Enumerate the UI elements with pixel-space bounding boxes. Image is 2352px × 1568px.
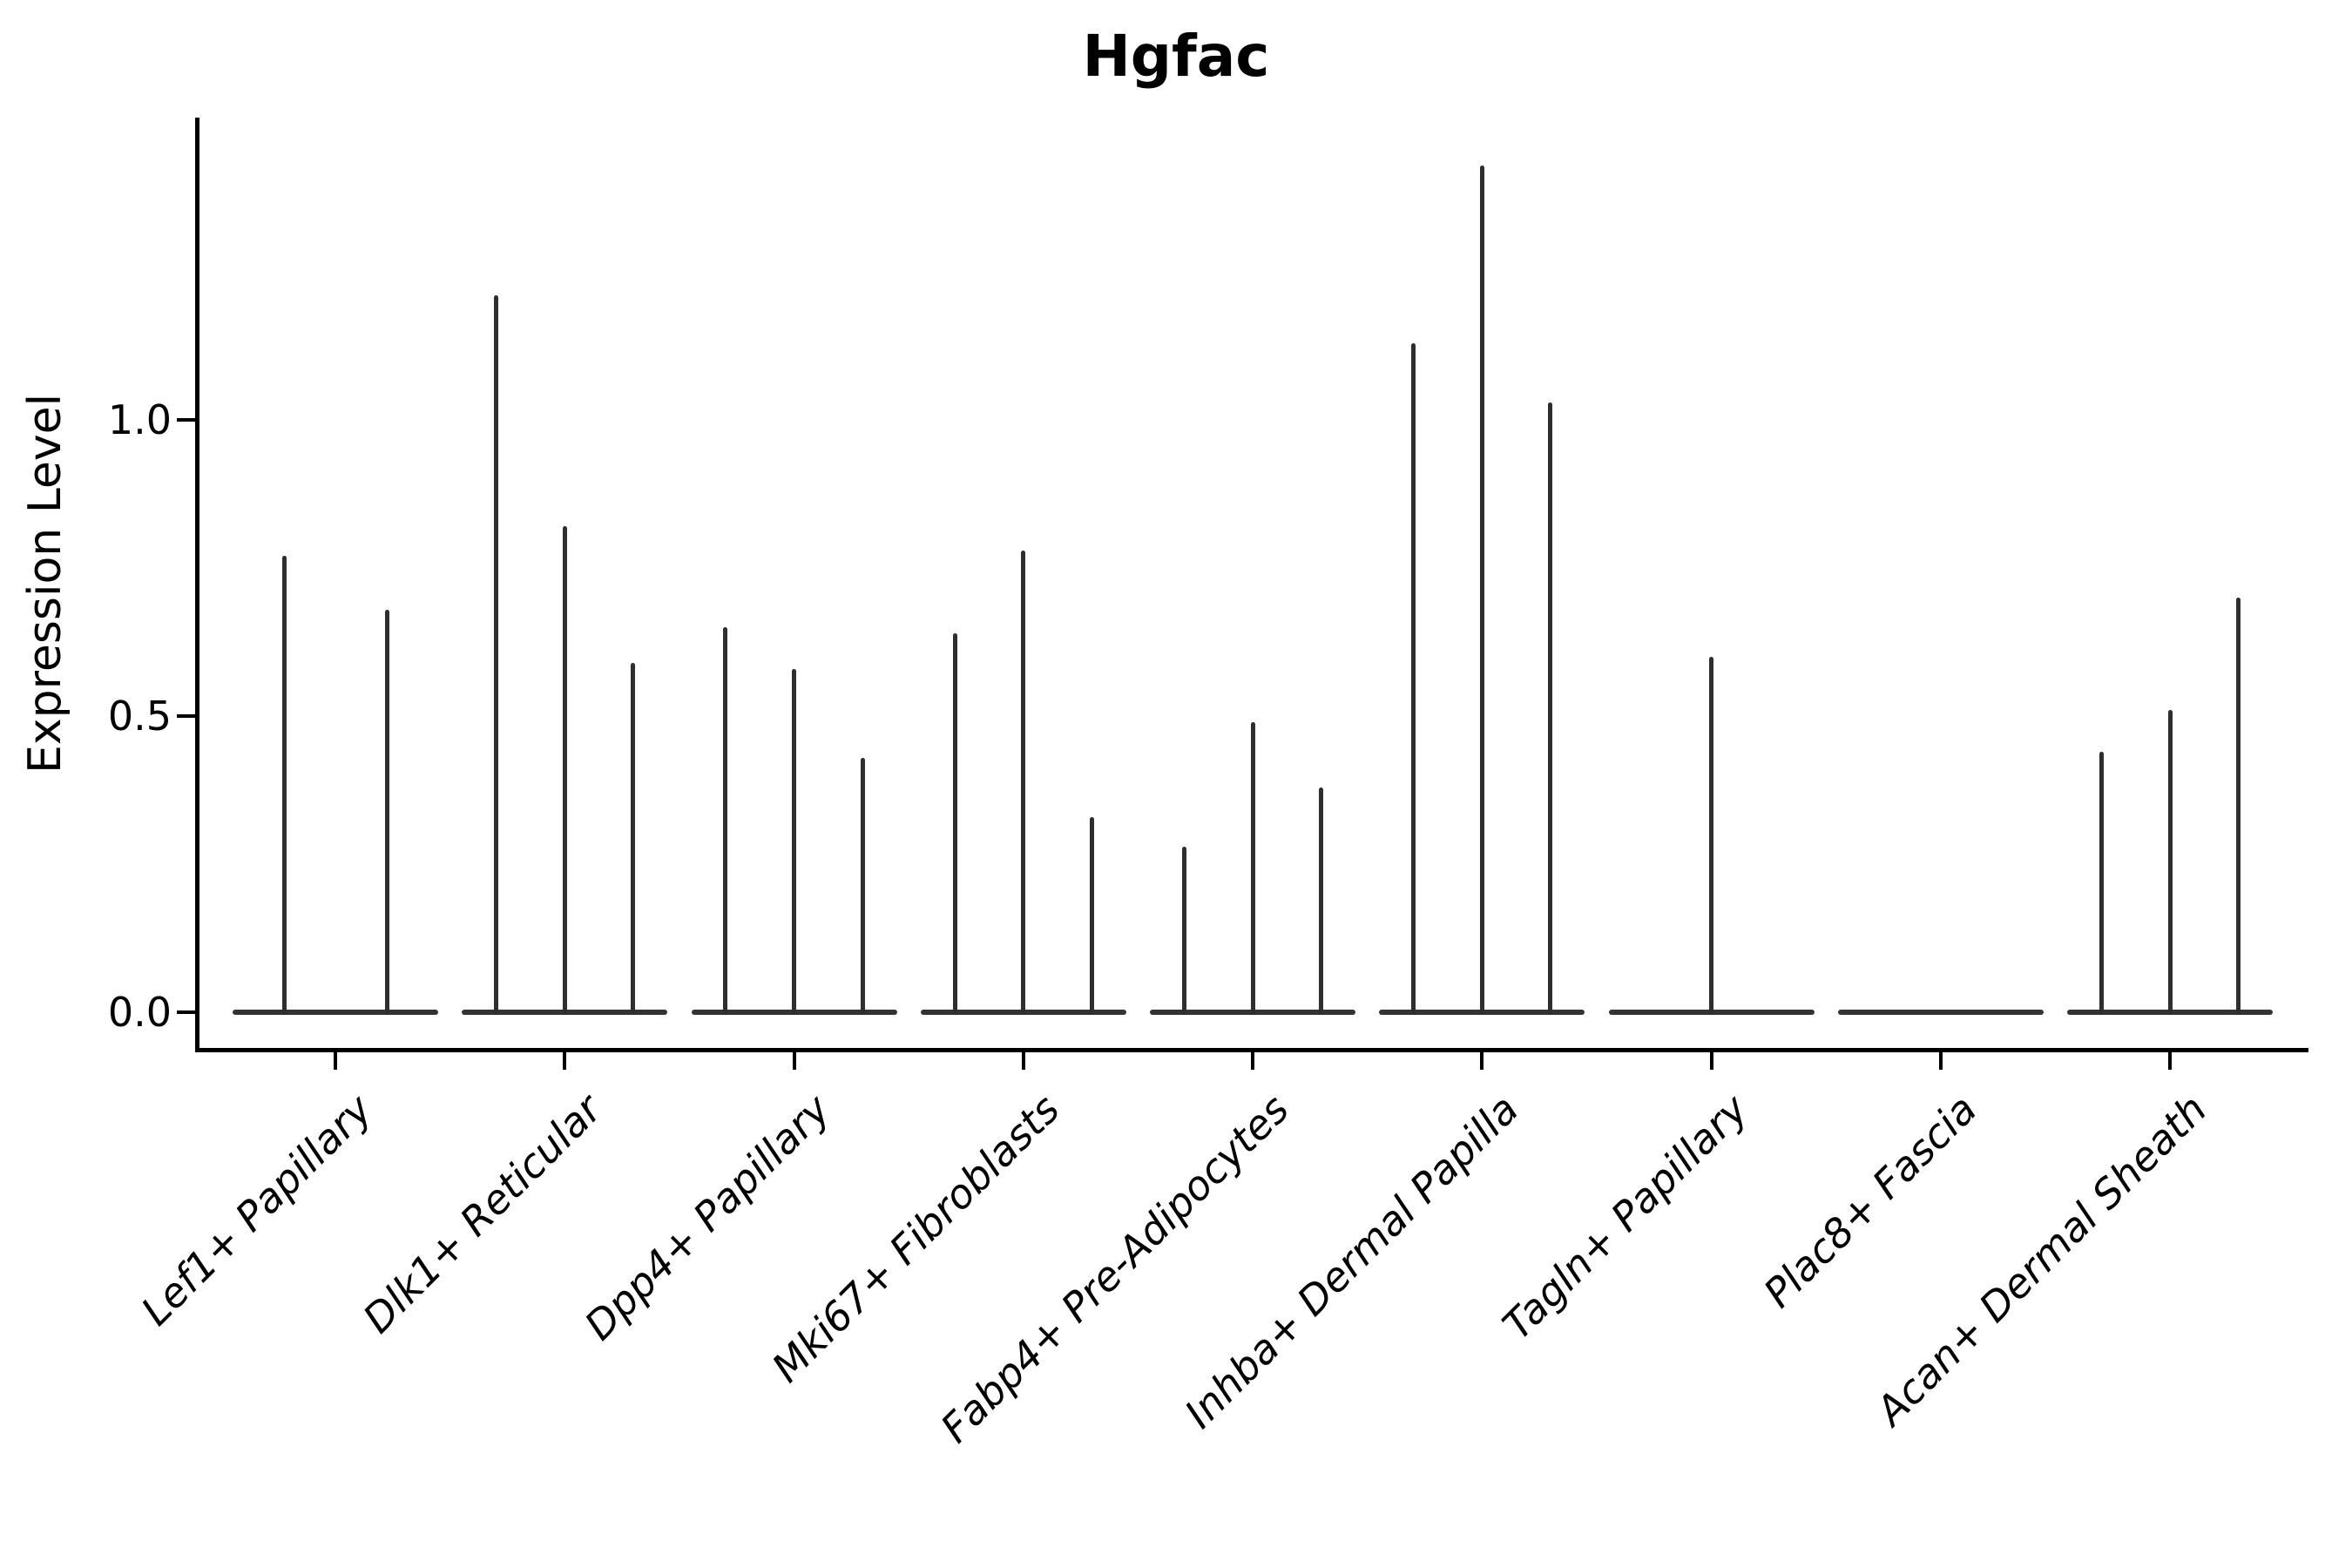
y-tick: [177, 418, 196, 422]
violin-spike: [2236, 598, 2241, 1015]
violin-spike: [631, 662, 636, 1015]
violin-spike: [1479, 165, 1484, 1015]
violin-spike: [860, 757, 865, 1015]
y-tick: [177, 714, 196, 718]
x-tick: [1938, 1051, 1943, 1070]
violin-spike: [952, 632, 957, 1015]
x-tick: [1021, 1051, 1025, 1070]
x-tick-label: Dpp4+ Papillary: [576, 1085, 840, 1349]
violin-spike: [1250, 721, 1255, 1015]
x-tick: [2168, 1051, 2172, 1070]
chart-title: Hgfac: [1082, 23, 1270, 90]
x-tick: [1709, 1051, 1713, 1070]
x-axis-spine: [195, 1048, 2308, 1052]
violin-baseline: [1837, 1010, 2044, 1015]
violin-spike: [2167, 710, 2173, 1015]
x-tick: [1480, 1051, 1484, 1070]
violin-spike: [494, 295, 499, 1015]
x-tick-label: Lef1+ Papillary: [132, 1085, 382, 1335]
violin-baseline: [233, 1010, 438, 1015]
violin-spike: [384, 609, 389, 1015]
y-axis-spine: [195, 118, 199, 1052]
violin-spike: [1181, 846, 1186, 1015]
violin-spike: [562, 526, 567, 1015]
violin-spike: [1709, 657, 1713, 1015]
violin-spike: [2099, 751, 2104, 1015]
x-tick-label: Dlk1+ Reticular: [353, 1085, 611, 1342]
y-tick-label: 0.0: [107, 989, 172, 1036]
x-tick-label: Plac8+ Fascia: [1754, 1085, 1986, 1317]
x-tick: [792, 1051, 796, 1070]
x-tick: [563, 1051, 567, 1070]
y-tick-label: 0.5: [107, 693, 172, 740]
y-tick-label: 1.0: [107, 396, 172, 443]
violin-spike: [1548, 402, 1553, 1015]
x-tick-label: Tagln+ Papillary: [1493, 1085, 1757, 1349]
violin-spike: [723, 627, 728, 1015]
violin-spike: [1021, 550, 1026, 1015]
y-tick: [177, 1010, 196, 1014]
x-tick: [1251, 1051, 1254, 1070]
violin-spike: [1319, 787, 1324, 1015]
violin-spike: [1089, 816, 1094, 1015]
y-axis-label: Expression Level: [19, 393, 71, 774]
violin-spike: [1411, 342, 1416, 1015]
violin-spike: [792, 668, 796, 1015]
x-tick: [334, 1051, 337, 1070]
violin-spike: [281, 556, 287, 1015]
